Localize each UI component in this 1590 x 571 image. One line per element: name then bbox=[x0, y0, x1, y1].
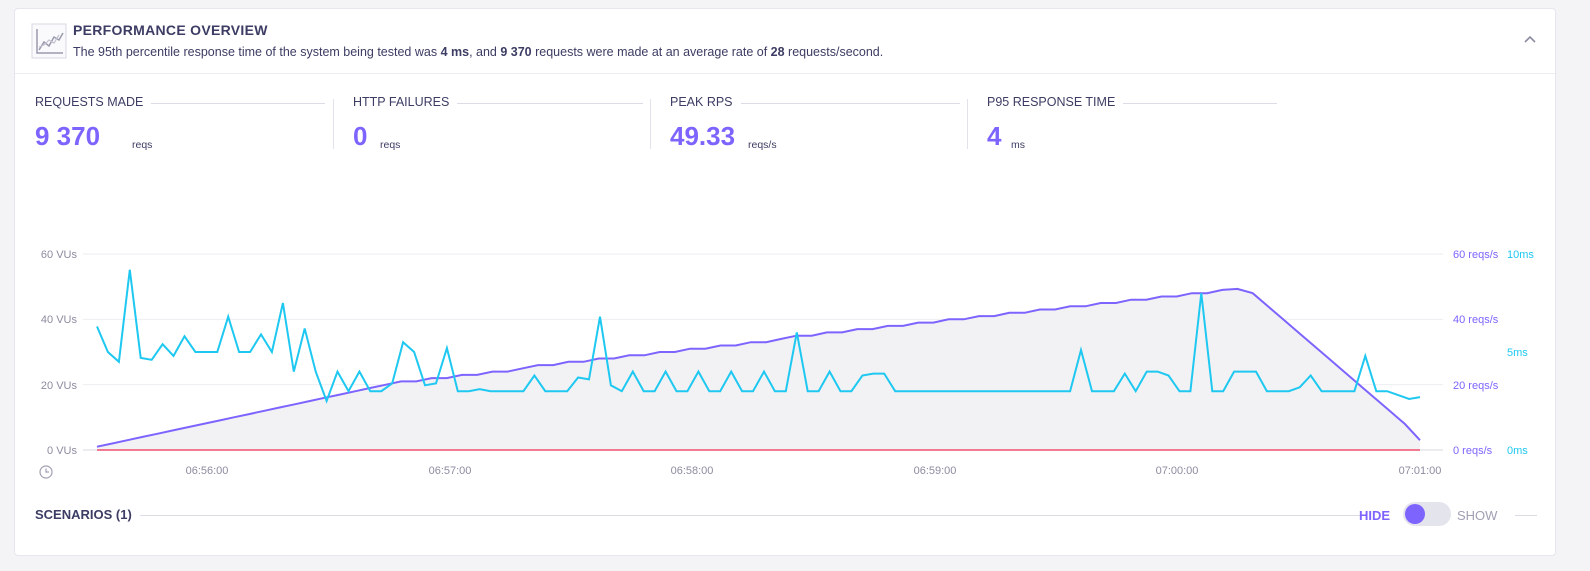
metric-http-failures: HTTP FAILURES 0 reqs bbox=[353, 95, 643, 153]
summary-p95: 4 ms bbox=[440, 45, 470, 59]
divider bbox=[35, 103, 325, 104]
divider bbox=[987, 103, 1277, 104]
performance-chart: 0 VUs 20 VUs 40 VUs 60 VUs 0 reqs/s 20 r… bbox=[39, 249, 1534, 479]
metric-peak-rps: PEAK RPS 49.33 reqs/s bbox=[670, 95, 960, 153]
line-chart-icon bbox=[31, 23, 67, 59]
divider bbox=[35, 515, 1365, 516]
metric-label: REQUESTS MADE bbox=[35, 95, 152, 109]
vus-area bbox=[97, 289, 1420, 450]
metric-value: 4 bbox=[987, 121, 1002, 151]
divider bbox=[333, 99, 334, 149]
y-axis-tick-label: 20 VUs bbox=[41, 380, 78, 392]
summary-rate: 28 bbox=[770, 45, 785, 59]
performance-summary: The 95th percentile response time of the… bbox=[73, 45, 883, 59]
metric-value: 0 bbox=[353, 121, 368, 151]
x-axis-tick-label: 07:00:00 bbox=[1156, 465, 1199, 477]
metric-label: PEAK RPS bbox=[670, 95, 741, 109]
metric-requests-made: REQUESTS MADE 9 370 reqs bbox=[35, 95, 325, 153]
metric-unit: reqs/s bbox=[748, 139, 777, 151]
y-axis-tick-label: 0 VUs bbox=[47, 445, 77, 457]
metric-unit: reqs bbox=[380, 139, 401, 151]
page-title: PERFORMANCE OVERVIEW bbox=[73, 22, 268, 38]
x-axis-tick-label: 07:01:00 bbox=[1399, 465, 1442, 477]
summary-text: The 95th percentile response time of the… bbox=[73, 45, 441, 59]
metric-unit: reqs bbox=[132, 139, 153, 151]
ms-axis-tick-label: 5ms bbox=[1507, 347, 1528, 359]
metric-value: 49.33 bbox=[670, 121, 736, 151]
rps-axis-tick-label: 40 reqs/s bbox=[1453, 314, 1499, 326]
clock-icon bbox=[39, 465, 53, 479]
metric-value: 9 370 bbox=[35, 121, 101, 151]
rps-line bbox=[96, 287, 1421, 448]
chevron-up-icon[interactable] bbox=[1521, 31, 1539, 49]
rps-axis-tick-label: 60 reqs/s bbox=[1453, 249, 1499, 261]
performance-overview-header[interactable]: PERFORMANCE OVERVIEW The 95th percentile… bbox=[15, 9, 1555, 74]
x-axis-tick-label: 06:57:00 bbox=[429, 465, 472, 477]
divider bbox=[1515, 515, 1537, 516]
rps-axis-tick-label: 20 reqs/s bbox=[1453, 380, 1499, 392]
show-label[interactable]: SHOW bbox=[1457, 508, 1498, 523]
x-axis-tick-label: 06:56:00 bbox=[186, 465, 229, 477]
ms-axis-tick-label: 0ms bbox=[1507, 445, 1528, 457]
metric-label: P95 RESPONSE TIME bbox=[987, 95, 1124, 109]
scenarios-toggle[interactable] bbox=[1403, 502, 1451, 526]
divider bbox=[650, 99, 651, 149]
x-axis-tick-label: 06:59:00 bbox=[914, 465, 957, 477]
divider bbox=[967, 99, 968, 149]
summary-requests: 9 370 bbox=[500, 45, 532, 59]
hide-label[interactable]: HIDE bbox=[1359, 508, 1391, 523]
divider bbox=[670, 103, 960, 104]
metric-p95-response-time: P95 RESPONSE TIME 4 ms bbox=[987, 95, 1277, 153]
summary-text: requests were made at an average rate of bbox=[531, 45, 771, 59]
metric-unit: ms bbox=[1011, 139, 1025, 151]
summary-text: requests/second. bbox=[784, 45, 884, 59]
x-axis-tick-label: 06:58:00 bbox=[671, 465, 714, 477]
scenarios-heading[interactable]: SCENARIOS (1) bbox=[35, 507, 140, 522]
rps-axis-tick-label: 0 reqs/s bbox=[1453, 445, 1493, 457]
y-axis-tick-label: 60 VUs bbox=[41, 249, 78, 261]
divider bbox=[353, 103, 643, 104]
ms-axis-tick-label: 10ms bbox=[1507, 249, 1534, 261]
metric-label: HTTP FAILURES bbox=[353, 95, 458, 109]
y-axis-tick-label: 40 VUs bbox=[41, 314, 78, 326]
response-time-line bbox=[96, 269, 1421, 404]
toggle-knob[interactable] bbox=[1405, 504, 1425, 524]
summary-text: , and bbox=[469, 45, 501, 59]
performance-overview-card: PERFORMANCE OVERVIEW The 95th percentile… bbox=[14, 8, 1556, 556]
